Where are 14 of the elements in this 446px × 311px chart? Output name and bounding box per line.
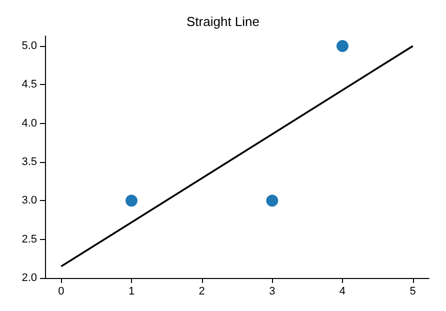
chart-title: Straight Line bbox=[186, 14, 260, 29]
y-tick-label: 4.5 bbox=[22, 78, 37, 91]
x-tick-label: 0 bbox=[58, 286, 64, 298]
x-tick-label: 5 bbox=[410, 286, 416, 298]
x-tick-label: 2 bbox=[198, 286, 205, 298]
y-tick-label: 3.0 bbox=[22, 194, 37, 207]
y-tick-label: 3.5 bbox=[22, 156, 37, 168]
y-tick-label: 2.5 bbox=[22, 233, 37, 246]
y-tick-label: 5.0 bbox=[22, 40, 37, 52]
x-tick-label: 3 bbox=[269, 286, 276, 298]
x-tick-label: 4 bbox=[339, 286, 346, 298]
y-tick-label: 2.0 bbox=[22, 272, 37, 284]
y-tick-label: 4.0 bbox=[22, 117, 37, 130]
x-tick-label: 1 bbox=[128, 286, 135, 298]
